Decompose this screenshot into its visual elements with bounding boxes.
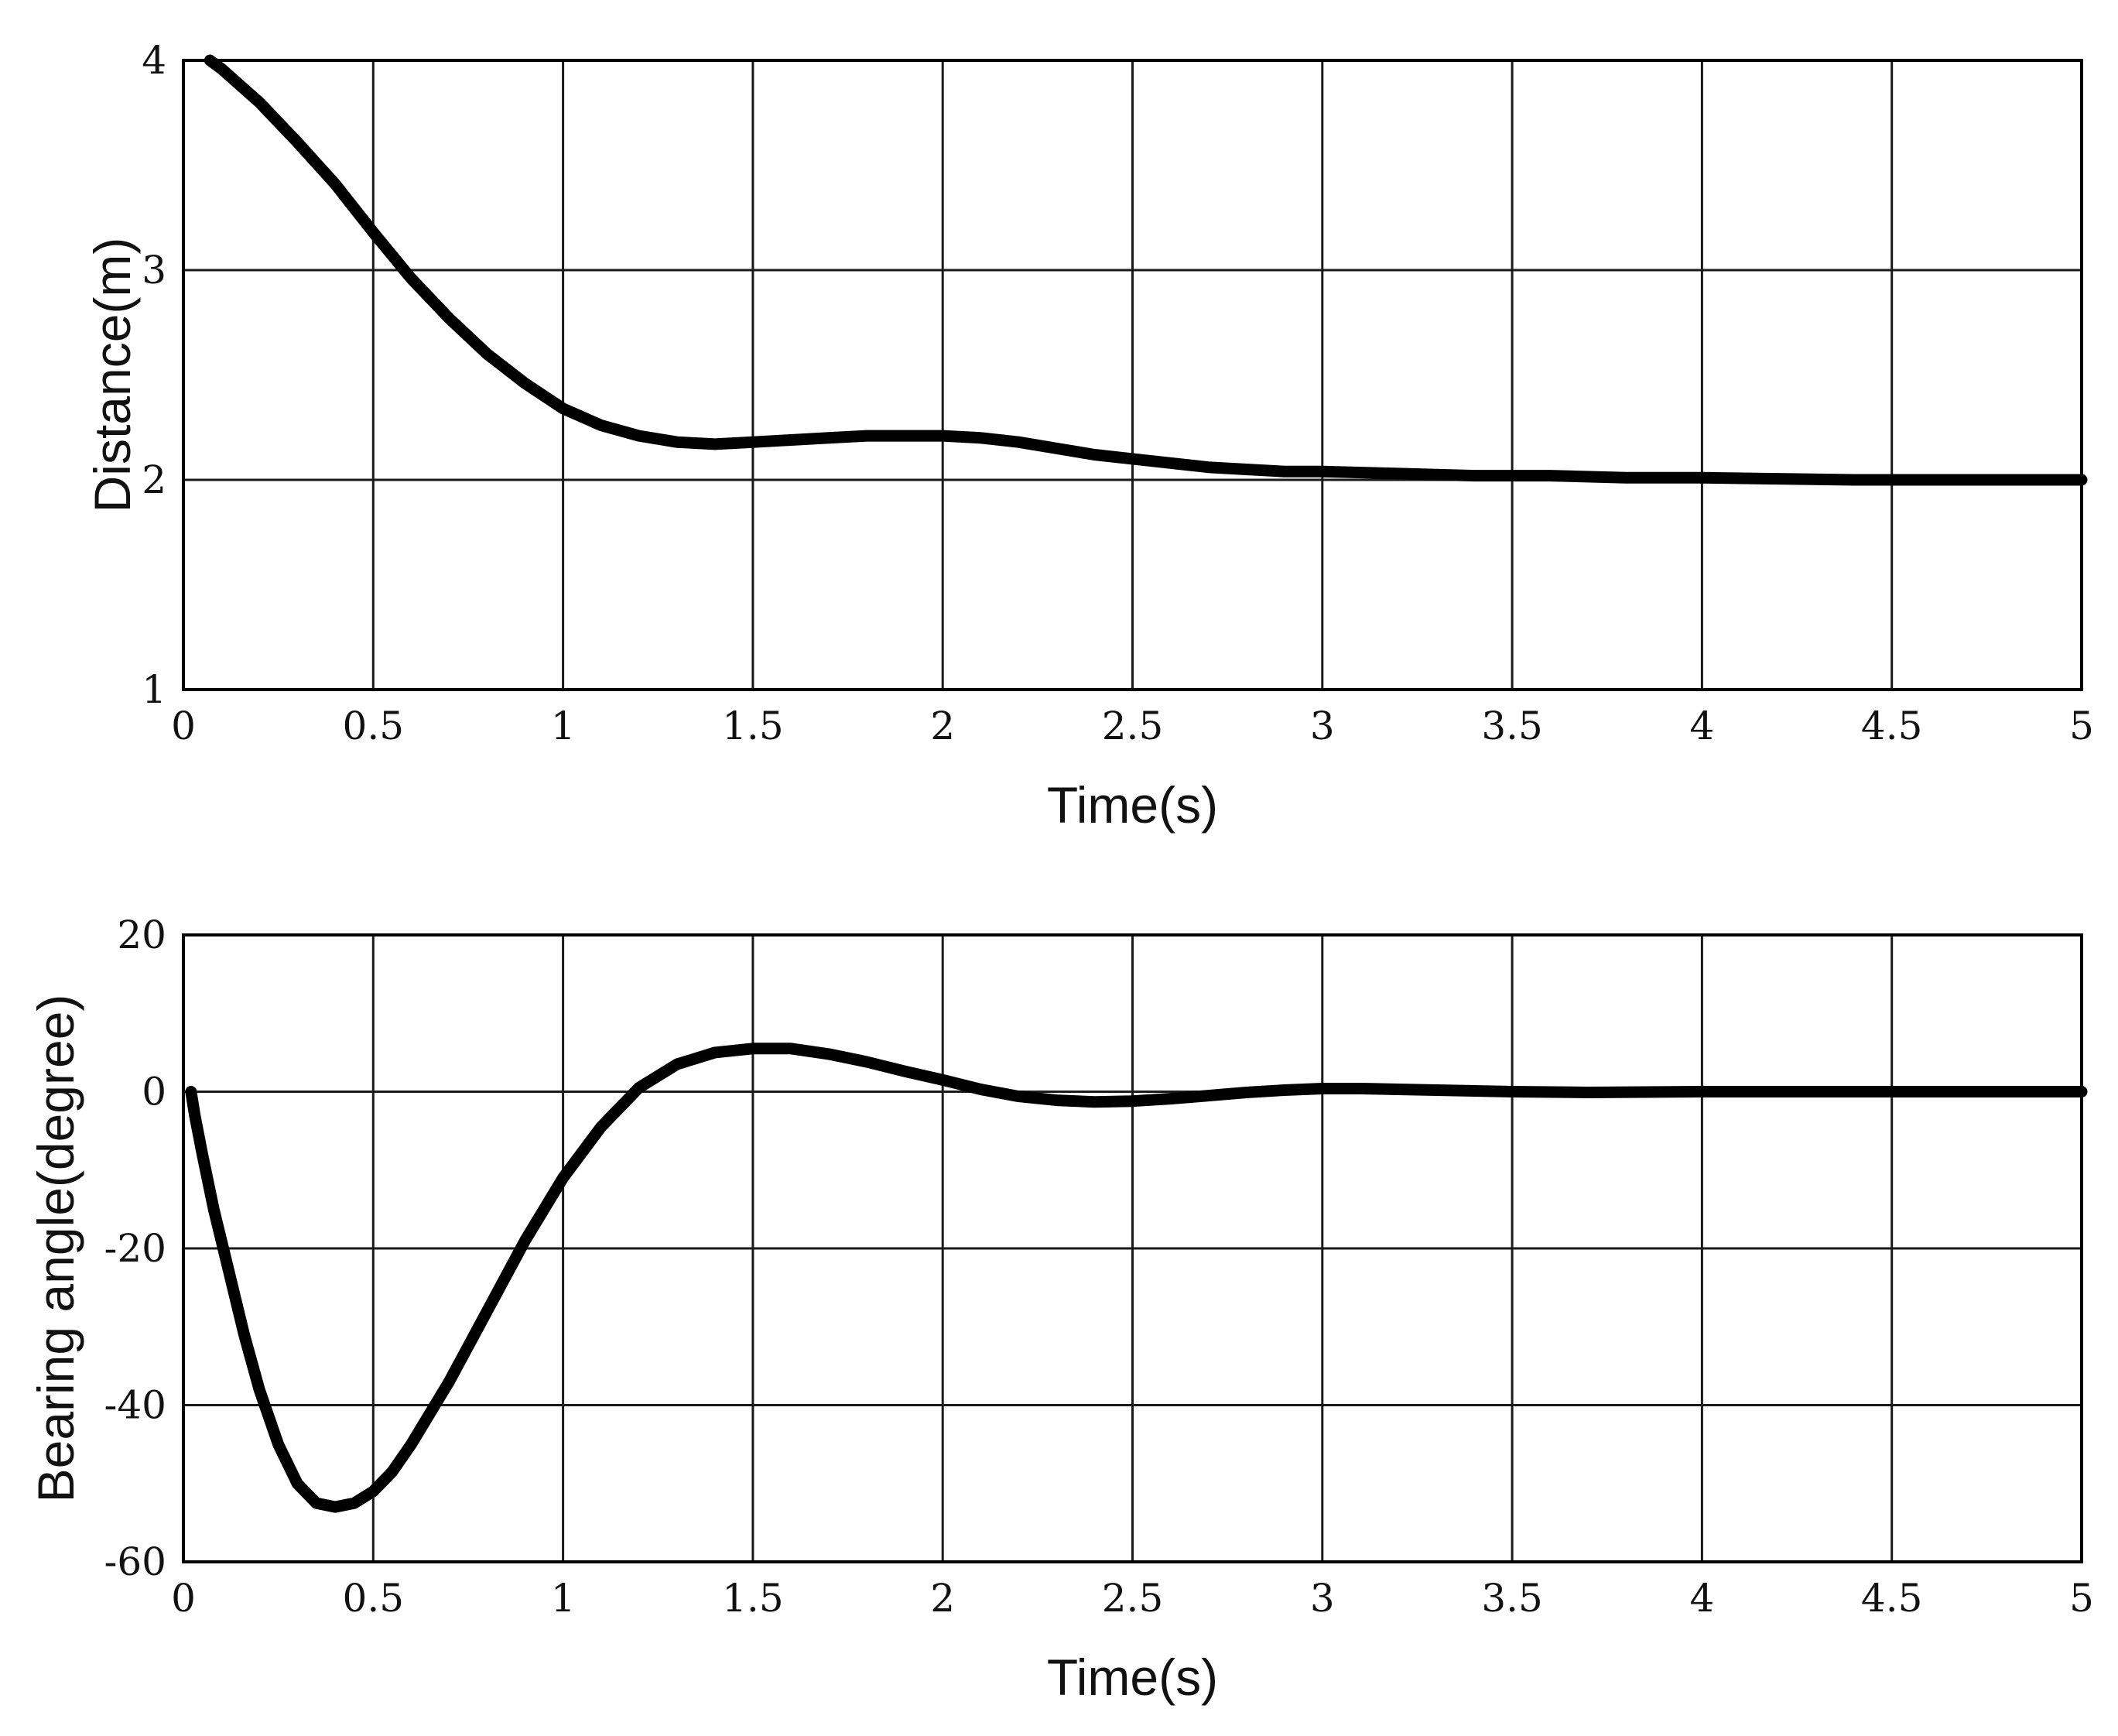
distance-x-tick-label: 0.5 <box>343 704 405 748</box>
bearing-y-tick-label: -40 <box>104 1383 166 1428</box>
distance-x-tick-label: 5 <box>2069 704 2094 748</box>
bearing-y-tick-label: -20 <box>104 1226 166 1271</box>
distance-series-line <box>204 54 2088 486</box>
bearing-x-tick-label: 4.5 <box>1861 1576 1923 1621</box>
bearing-y-tick-label: -60 <box>104 1539 166 1584</box>
distance-x-tick-label: 3.5 <box>1481 704 1543 748</box>
bearing-x-tick-label: 2.5 <box>1102 1576 1164 1621</box>
bearing-x-tick-label: 1 <box>551 1576 576 1621</box>
bearing-y-axis-label: Bearing angle(degree) <box>27 995 84 1503</box>
distance-x-tick-label: 4.5 <box>1861 704 1923 748</box>
bearing-x-tick-label: 0 <box>171 1576 196 1621</box>
bearing-y-tick-label: 20 <box>117 913 166 957</box>
distance-x-tick-label: 2.5 <box>1102 704 1164 748</box>
distance-y-tick-label: 3 <box>142 248 166 293</box>
bearing-x-tick-label: 4 <box>1689 1576 1714 1621</box>
bearing-x-tick-label: 2 <box>930 1576 955 1621</box>
bearing-axes-frame <box>182 933 2083 1563</box>
distance-y-axis-label: Distance(m) <box>84 238 141 513</box>
bearing-x-tick-label: 5 <box>2069 1576 2094 1621</box>
distance-x-tick-label: 1.5 <box>722 704 784 748</box>
bearing-y-tick-label: 0 <box>142 1070 166 1115</box>
distance-plot: 0 0.5 1 1.5 2 2.5 3 3.5 4 4.5 5 1 2 3 4 Time(s) Dista… <box>84 38 2094 834</box>
bearing-x-tick-label: 3.5 <box>1481 1576 1543 1621</box>
bearing-angle-plot: 0 0.5 1 1.5 2 2.5 3 3.5 4 4.5 5 -60 -40 -20 0 20 Time(… <box>27 913 2094 1706</box>
distance-x-tick-label: 2 <box>930 704 955 748</box>
bearing-series-line <box>185 1043 2088 1513</box>
bearing-x-tick-labels: 0 0.5 1 1.5 2 2.5 3 3.5 4 4.5 5 <box>171 1576 2094 1621</box>
distance-x-tick-label: 3 <box>1310 704 1335 748</box>
bearing-grid <box>182 933 2083 1563</box>
distance-x-tick-label: 0 <box>171 704 196 748</box>
bearing-y-tick-labels: -60 -40 -20 0 20 <box>104 913 166 1584</box>
bearing-x-axis-label: Time(s) <box>1047 1649 1218 1706</box>
distance-grid <box>182 59 2083 691</box>
distance-y-tick-labels: 1 2 3 4 <box>142 38 166 712</box>
distance-y-tick-label: 4 <box>142 38 166 83</box>
distance-x-axis-label: Time(s) <box>1047 776 1218 834</box>
distance-x-tick-label: 4 <box>1689 704 1714 748</box>
bearing-x-tick-label: 3 <box>1310 1576 1335 1621</box>
distance-x-tick-label: 1 <box>551 704 576 748</box>
distance-axes-frame <box>182 59 2083 691</box>
bearing-x-tick-label: 1.5 <box>722 1576 784 1621</box>
distance-x-tick-labels: 0 0.5 1 1.5 2 2.5 3 3.5 4 4.5 5 <box>171 704 2094 748</box>
distance-y-tick-label: 1 <box>142 667 166 712</box>
bearing-x-tick-label: 0.5 <box>343 1576 405 1621</box>
distance-y-tick-label: 2 <box>142 457 166 502</box>
